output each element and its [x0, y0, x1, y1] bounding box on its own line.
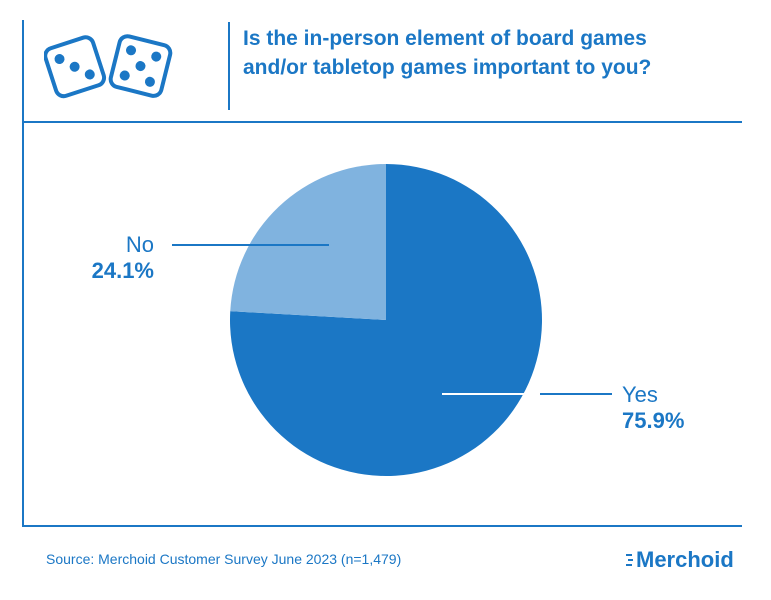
slice-label-yes-value: 75.9% [622, 408, 685, 433]
frame-left-line [22, 20, 24, 526]
pie-chart [172, 164, 612, 476]
header-rule [22, 121, 742, 123]
merchoid-logo: Merchoid [626, 547, 734, 572]
slice-label-no-name: No [125, 232, 154, 257]
chart-title-line1: Is the in-person element of board games [243, 27, 647, 50]
slice-label-yes-name: Yes [622, 382, 658, 407]
logo-text: Merchoid [636, 547, 734, 572]
slice-label-yes: Yes 75.9% [622, 382, 712, 434]
pie-slice-no [230, 164, 386, 320]
source-note: Source: Merchoid Customer Survey June 20… [46, 551, 402, 567]
chart-title: Is the in-person element of board games … [243, 24, 733, 82]
footer-rule [22, 525, 742, 527]
slice-label-no: No 24.1% [80, 232, 154, 284]
slice-label-no-value: 24.1% [91, 258, 154, 283]
title-divider [228, 22, 230, 110]
dice-icon [44, 34, 173, 99]
chart-title-line2: and/or tabletop games important to you? [243, 56, 652, 79]
